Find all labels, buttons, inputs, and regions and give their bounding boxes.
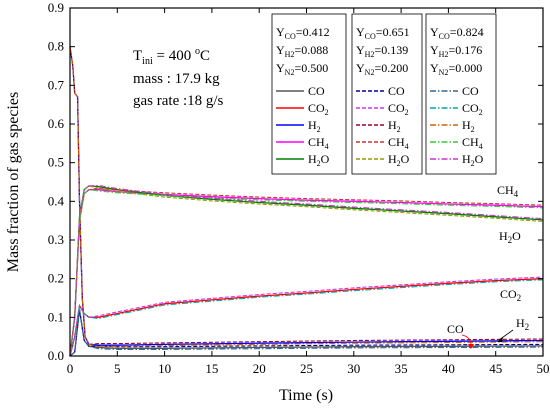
legend-entry: H2O bbox=[388, 152, 410, 168]
legend-entry: CO bbox=[462, 84, 479, 98]
y-tick-label: 0.2 bbox=[48, 271, 64, 286]
label-h2o-rest: O bbox=[512, 229, 521, 243]
y-tick-label: 0.7 bbox=[48, 77, 65, 92]
plot-lines bbox=[69, 46, 544, 357]
legend-entry: H2O bbox=[462, 152, 484, 168]
legend-header: YCO=0.824 bbox=[430, 25, 484, 41]
svg-text:CO2: CO2 bbox=[500, 287, 521, 303]
legend-entry: H2 bbox=[462, 118, 475, 134]
series-line-h2o bbox=[69, 185, 544, 357]
x-tick-label: 10 bbox=[158, 361, 171, 376]
legend-entry: CH4 bbox=[388, 135, 409, 151]
legend-entry: H2O bbox=[308, 152, 330, 168]
x-tick-label: 35 bbox=[395, 361, 408, 376]
series-line-ch4 bbox=[69, 189, 544, 357]
y-tick-label: 0.3 bbox=[48, 232, 64, 247]
label-h2-arrow bbox=[498, 329, 514, 341]
legend-box bbox=[271, 13, 347, 175]
x-tick-label: 50 bbox=[537, 361, 550, 376]
legend-header: YN2=0.200 bbox=[356, 61, 408, 77]
label-h2-sub: 2 bbox=[525, 322, 530, 332]
legend-entry: CH4 bbox=[462, 135, 483, 151]
svg-text:H2O: H2O bbox=[499, 229, 521, 245]
y-tick-label: 0.8 bbox=[48, 39, 64, 54]
x-axis-title: Time (s) bbox=[279, 387, 333, 404]
label-h2: H bbox=[516, 316, 525, 330]
y-tick-label: 0.4 bbox=[48, 193, 65, 208]
label-h2o-sub: 2 bbox=[508, 235, 513, 245]
y-axis-title: Mass fraction of gas species bbox=[5, 92, 22, 272]
series-line-h2 bbox=[69, 46, 544, 347]
ann-temp-sub: ini bbox=[142, 56, 153, 67]
legend-header: YN2=0.500 bbox=[276, 61, 328, 77]
series-line-h2o bbox=[69, 184, 544, 357]
legend-box bbox=[351, 13, 423, 175]
legend-header: YCO=0.651 bbox=[356, 25, 410, 41]
label-co: CO bbox=[447, 322, 464, 336]
series-line-co bbox=[69, 309, 544, 357]
legend-entry: CO bbox=[388, 84, 405, 98]
conditions-annotation: Tini = 400 oC mass : 17.9 kg gas rate :1… bbox=[133, 46, 224, 109]
legend-header: YH2=0.088 bbox=[276, 43, 328, 59]
legend-header: YCO=0.412 bbox=[276, 25, 330, 41]
legend: YCO=0.412YH2=0.088YN2=0.500COCO2H2CH4H2O… bbox=[271, 13, 497, 175]
ann-mass: mass : 17.9 kg bbox=[133, 71, 220, 87]
x-tick-label: 25 bbox=[300, 361, 313, 376]
curve-labels: CH4 H2O CO2 CO H2 bbox=[447, 183, 529, 349]
y-tick-label: 0.1 bbox=[48, 309, 64, 324]
ann-temp-unit: C bbox=[200, 48, 210, 64]
legend-entry: CO bbox=[308, 84, 325, 98]
label-h2o: H bbox=[499, 229, 508, 243]
x-tick-label: 0 bbox=[67, 361, 74, 376]
label-h2-arrowhead bbox=[497, 337, 503, 342]
ann-gas-rate: gas rate :18 g/s bbox=[133, 93, 224, 109]
axis-ticks: 0 5 10 15 20 25 30 35 40 45 50 0.0 0.1 0.2 0.3 0.4 0.5 0.… bbox=[48, 0, 550, 376]
y-tick-label: 0.0 bbox=[48, 348, 64, 363]
y-tick-label: 0.5 bbox=[48, 155, 64, 170]
legend-entry: H2 bbox=[388, 118, 401, 134]
series-line-co2 bbox=[69, 276, 544, 357]
legend-header: YH2=0.176 bbox=[430, 43, 482, 59]
x-tick-label: 15 bbox=[205, 361, 218, 376]
legend-box bbox=[425, 13, 497, 175]
ann-temp-sup: o bbox=[195, 46, 200, 57]
x-tick-label: 45 bbox=[489, 361, 502, 376]
series-line-ch4 bbox=[69, 187, 544, 357]
legend-entry: CH4 bbox=[308, 135, 329, 151]
y-tick-label: 0.6 bbox=[48, 116, 65, 131]
label-co2: CO bbox=[500, 287, 517, 301]
ann-temp-value: = 400 bbox=[153, 48, 195, 64]
legend-header: YN2=0.000 bbox=[430, 61, 482, 77]
legend-entry: CO2 bbox=[462, 101, 483, 117]
svg-text:Tini = 400 oC: Tini = 400 oC bbox=[133, 46, 210, 67]
series-line-h2o bbox=[69, 185, 544, 357]
x-tick-label: 5 bbox=[114, 361, 121, 376]
y-tick-label: 0.9 bbox=[48, 0, 64, 15]
legend-header: YH2=0.139 bbox=[356, 43, 408, 59]
legend-entry: CO2 bbox=[308, 101, 329, 117]
svg-text:H2: H2 bbox=[516, 316, 529, 332]
label-ch4: CH bbox=[497, 183, 514, 197]
series-line-co bbox=[69, 309, 544, 357]
svg-text:CH4: CH4 bbox=[497, 183, 519, 199]
label-ch4-sub: 4 bbox=[514, 189, 519, 199]
legend-entry: H2 bbox=[308, 118, 321, 134]
x-tick-label: 20 bbox=[253, 361, 266, 376]
x-tick-label: 30 bbox=[347, 361, 360, 376]
legend-entry: CO2 bbox=[388, 101, 409, 117]
ann-temp: T bbox=[133, 48, 142, 64]
series-line-co2 bbox=[69, 279, 544, 357]
label-co-arrow bbox=[461, 334, 472, 346]
label-co-arrowhead bbox=[468, 344, 474, 349]
label-co2-sub: 2 bbox=[517, 293, 522, 303]
x-tick-label: 40 bbox=[442, 361, 455, 376]
series-line-co bbox=[69, 309, 544, 357]
